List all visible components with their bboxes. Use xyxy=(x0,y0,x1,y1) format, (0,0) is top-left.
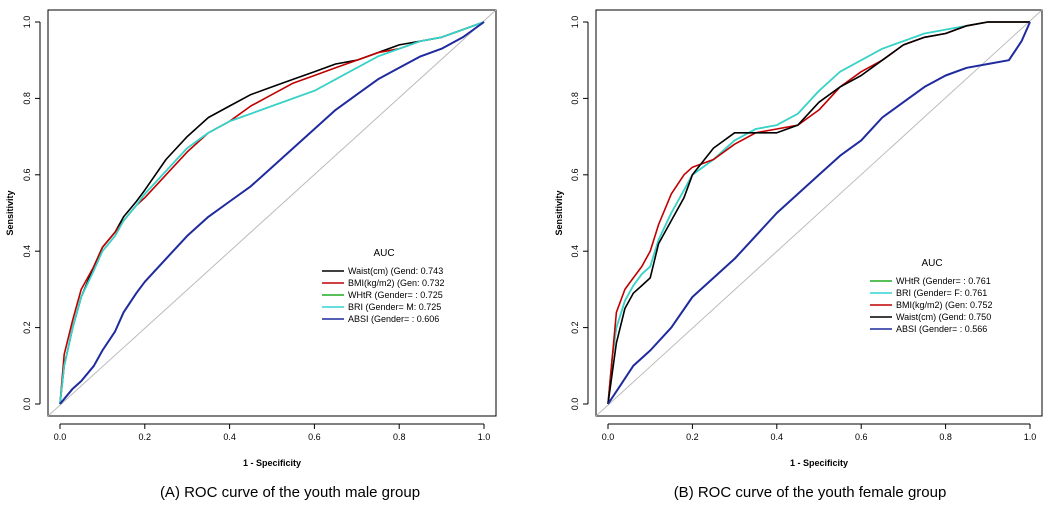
legend-entry: BRI (Gender= F: 0.761 xyxy=(896,288,987,298)
chart-a: 0.0 0.2 0.4 0.6 0.8 1.0 1 - Specificity 0.0 0.2 0… xyxy=(5,10,496,501)
x-tick-label: 0.4 xyxy=(223,432,236,442)
reference-diagonal xyxy=(48,10,496,416)
chart-b: 0.0 0.2 0.4 0.6 0.8 1.0 1 - Specificity 0.0 0.2 0… xyxy=(554,10,1042,501)
x-tick-label: 0.2 xyxy=(686,432,699,442)
y-axis-label: Sensitivity xyxy=(554,190,564,235)
legend-entry: Waist(cm) (Gend: 0.743 xyxy=(348,266,443,276)
x-tick-label: 0.4 xyxy=(771,432,784,442)
y-tick-label: 0.0 xyxy=(22,398,32,411)
y-tick-label: 0.8 xyxy=(22,92,32,105)
legend-entry: Waist(cm) (Gend: 0.750 xyxy=(896,312,991,322)
legend-title: AUC xyxy=(373,248,394,259)
y-tick-label: 0.4 xyxy=(570,245,580,258)
legend-entry: BMI(kg/m2) (Gen: 0.752 xyxy=(896,300,993,310)
y-tick-label: 0.6 xyxy=(570,169,580,182)
y-tick-label: 1.0 xyxy=(22,16,32,29)
x-tick-label: 0.8 xyxy=(939,432,952,442)
legend-title: AUC xyxy=(921,258,942,269)
x-tick-label: 0.2 xyxy=(139,432,152,442)
y-tick-label: 0.6 xyxy=(22,169,32,182)
legend-entry: BMI(kg/m2) (Gen: 0.732 xyxy=(348,278,445,288)
x-tick-label: 0.8 xyxy=(393,432,406,442)
y-tick-label: 0.0 xyxy=(570,398,580,411)
y-tick-label: 0.2 xyxy=(570,321,580,334)
legend-entry: ABSI (Gender= : 0.606 xyxy=(348,314,439,324)
legend-entry: ABSI (Gender= : 0.566 xyxy=(896,324,987,334)
legend-entry: BRI (Gender= M: 0.725 xyxy=(348,302,441,312)
figure-caption: (B) ROC curve of the youth female group xyxy=(674,484,947,501)
x-axis-label: 1 - Specificity xyxy=(790,458,848,468)
x-axis-label: 1 - Specificity xyxy=(243,458,301,468)
x-tick-label: 1.0 xyxy=(1024,432,1037,442)
legend-entry: WHtR (Gender= : 0.761 xyxy=(896,276,991,286)
x-tick-label: 0.6 xyxy=(855,432,868,442)
figure: 0.0 0.2 0.4 0.6 0.8 1.0 1 - Specificity 0.0 0.2 0… xyxy=(0,0,1052,506)
y-tick-label: 0.4 xyxy=(22,245,32,258)
y-axis-label: Sensitivity xyxy=(5,190,15,235)
y-tick-label: 0.2 xyxy=(22,321,32,334)
y-tick-label: 0.8 xyxy=(570,92,580,105)
x-tick-label: 0.0 xyxy=(54,432,67,442)
legend-entry: WHtR (Gender= : 0.725 xyxy=(348,290,443,300)
figure-caption: (A) ROC curve of the youth male group xyxy=(160,484,420,501)
x-tick-label: 0.6 xyxy=(308,432,321,442)
x-tick-label: 1.0 xyxy=(478,432,491,442)
x-tick-label: 0.0 xyxy=(602,432,615,442)
y-tick-label: 1.0 xyxy=(570,16,580,29)
